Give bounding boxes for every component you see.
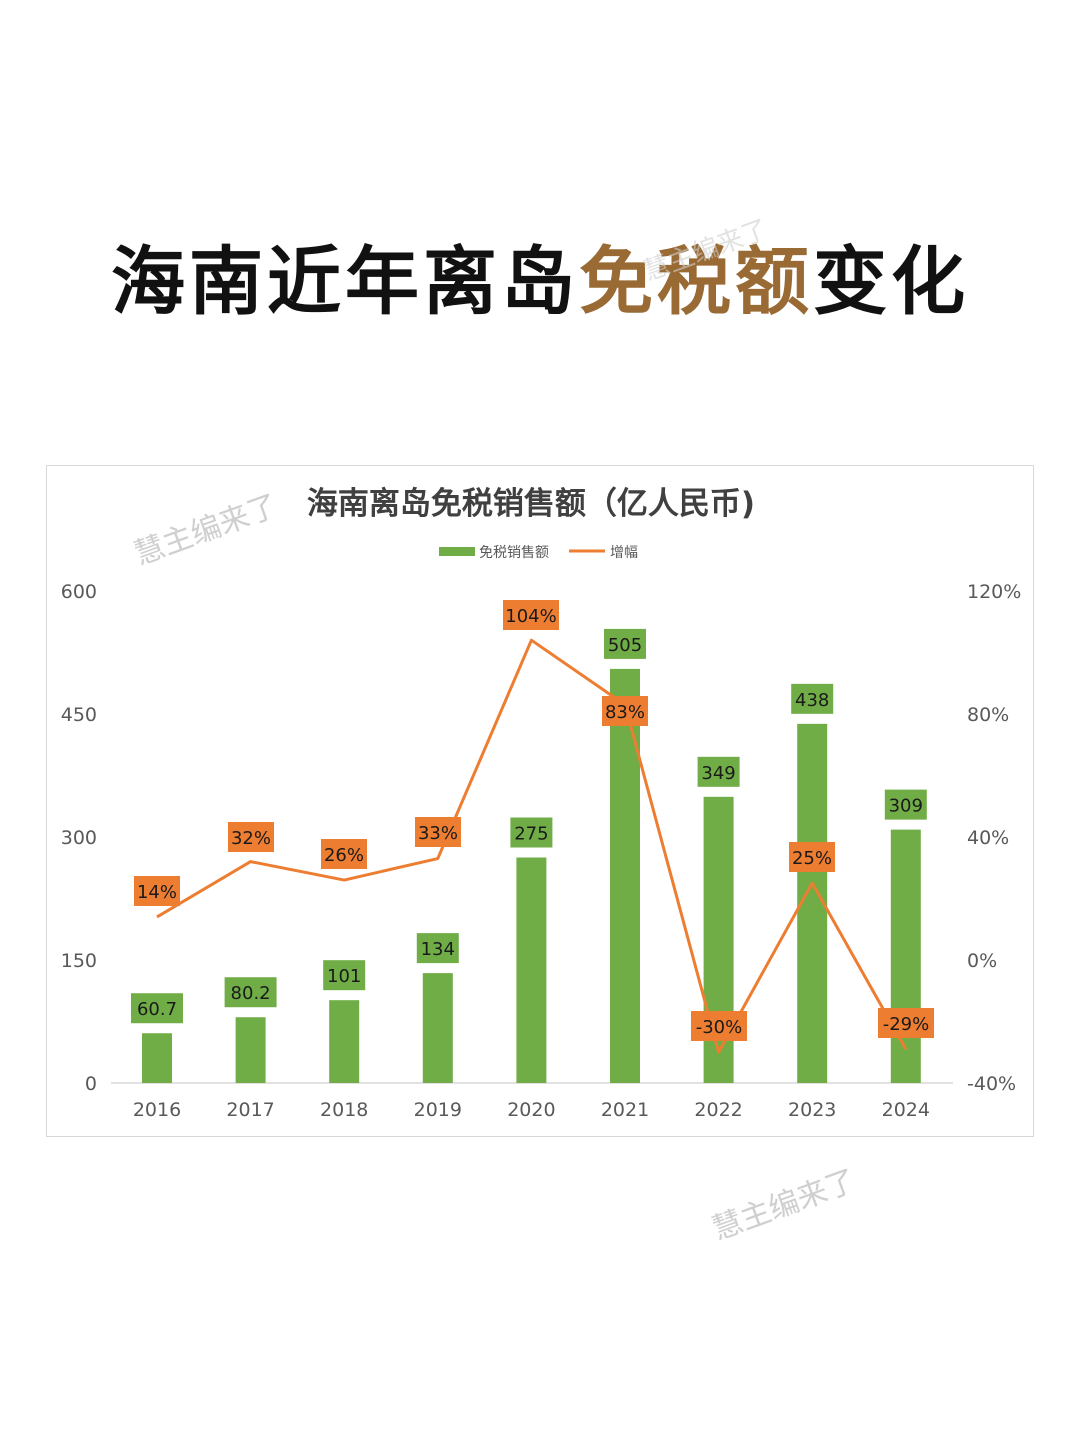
watermark: 慧主编来了 — [707, 1163, 861, 1248]
x-axis-tick: 2022 — [694, 1099, 742, 1121]
chart-card: 海南离岛免税销售额（亿人民币) 免税销售额 增幅 0 150 300 450 600 -40% 0… — [46, 465, 1034, 1137]
growth-label: 14% — [137, 882, 177, 903]
bar-label-box — [323, 960, 366, 991]
x-axis-tick: 2016 — [133, 1099, 181, 1121]
bar — [142, 1033, 172, 1083]
headline-accent: 免税额 — [579, 239, 813, 325]
growth-label-box — [691, 1011, 747, 1041]
bar-label: 505 — [608, 635, 642, 656]
combo-chart: 海南离岛免税销售额（亿人民币) 免税销售额 增幅 0 150 300 450 600 -40% 0… — [61, 486, 1022, 1121]
legend-label-growth: 增幅 — [610, 545, 638, 561]
right-axis-tick: 40% — [967, 827, 1009, 849]
bar — [890, 829, 921, 1083]
x-axis-tick: 2018 — [320, 1099, 368, 1121]
chart-title: 海南离岛免税销售额（亿人民币) — [307, 486, 755, 522]
growth-label: -29% — [883, 1014, 930, 1035]
legend-bar-swatch — [439, 547, 475, 556]
growth-label-box — [503, 600, 559, 630]
x-axis-tick: 2019 — [414, 1099, 462, 1121]
bar-label-box — [510, 817, 553, 848]
bar-label: 60.7 — [137, 999, 177, 1020]
x-axis-tick: 2024 — [882, 1099, 930, 1121]
right-axis-tick: 80% — [967, 704, 1009, 726]
growth-label-box — [789, 842, 835, 872]
bar — [610, 668, 640, 1083]
bar — [516, 857, 547, 1083]
bar-label: 275 — [514, 824, 548, 845]
headline-part2: 变化 — [813, 239, 969, 325]
growth-label: 104% — [505, 606, 556, 627]
bar-label-box — [224, 977, 277, 1008]
page-headline: 海南近年离岛免税额变化 — [0, 222, 1080, 329]
bar-label: 101 — [327, 966, 361, 987]
x-axis-tick: 2017 — [226, 1099, 274, 1121]
bar-label-box — [604, 628, 646, 659]
x-axis-tick: 2021 — [601, 1099, 649, 1121]
bar-label-box — [131, 993, 183, 1024]
bar-label-box — [791, 683, 834, 714]
growth-label-box — [878, 1008, 934, 1038]
bar — [235, 1017, 266, 1083]
left-axis-tick: 0 — [85, 1073, 97, 1095]
left-axis-tick: 300 — [61, 827, 97, 849]
x-axis-tick: 2020 — [507, 1099, 555, 1121]
growth-line — [156, 638, 908, 1054]
right-axis-tick: 120% — [967, 581, 1021, 603]
bar — [329, 1000, 360, 1083]
growth-label-box — [602, 696, 648, 726]
growth-label: 33% — [418, 823, 458, 844]
growth-label-box — [134, 876, 180, 906]
bar-label: 134 — [421, 939, 455, 960]
right-axis-tick: 0% — [967, 950, 997, 972]
growth-label-box — [415, 817, 461, 847]
growth-label: -30% — [696, 1017, 743, 1038]
bar-label: 349 — [701, 763, 735, 784]
growth-label-box — [228, 822, 274, 852]
growth-label: 32% — [231, 828, 271, 849]
growth-label: 26% — [324, 845, 364, 866]
right-axis-tick: -40% — [967, 1073, 1016, 1095]
bar-label-box — [697, 756, 740, 787]
bar-label-box — [416, 933, 459, 964]
growth-label: 25% — [792, 848, 832, 869]
x-axis-tick: 2023 — [788, 1099, 836, 1121]
growth-label: 83% — [605, 702, 645, 723]
bar — [422, 973, 453, 1083]
bar-label: 80.2 — [231, 983, 271, 1004]
left-axis-tick: 600 — [61, 581, 97, 603]
bar-label: 309 — [889, 796, 923, 817]
left-axis-tick: 450 — [61, 704, 97, 726]
bar-label: 438 — [795, 690, 829, 711]
left-axis-tick: 150 — [61, 950, 97, 972]
headline-part1: 海南近年离岛 — [111, 239, 579, 325]
legend-label-sales: 免税销售额 — [479, 545, 549, 561]
growth-label-box — [321, 839, 367, 869]
bar-label-box — [884, 789, 927, 820]
